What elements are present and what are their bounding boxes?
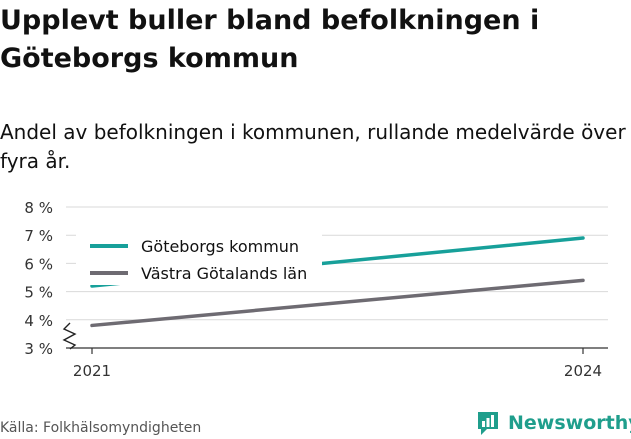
x-tick-label: 2024	[564, 362, 602, 380]
y-axis: 3 % 4 % 5 % 6 % 7 % 8 %	[24, 199, 53, 358]
newsworthy-logo-icon	[478, 412, 498, 435]
x-axis: 2021 2024	[73, 348, 602, 380]
line-chart: 3 % 4 % 5 % 6 % 7 % 8 % 2021 2024 Göteborgs ko…	[24, 199, 608, 380]
y-tick-label: 5 %	[24, 284, 53, 302]
y-tick-label: 7 %	[24, 227, 53, 245]
brand-name: Newsworthy	[508, 412, 631, 434]
y-tick-label: 4 %	[24, 312, 53, 330]
y-tick-label: 3 %	[24, 340, 53, 358]
axis-break-icon	[62, 322, 77, 350]
source-note: Källa: Folkhälsomyndigheten	[0, 420, 202, 436]
y-tick-label: 6 %	[24, 255, 53, 273]
y-tick-label: 8 %	[24, 199, 53, 217]
chart-title: Upplevt buller bland befolkningen i Göte…	[0, 5, 540, 74]
series-line	[90, 278, 585, 328]
legend-label: Göteborgs kommun	[141, 237, 299, 256]
chart-subtitle: Andel av befolkningen i kommunen, rullan…	[0, 120, 626, 173]
legend-label: Västra Götalands län	[141, 264, 307, 283]
legend: Göteborgs kommun Västra Götalands län	[76, 234, 322, 285]
x-tick-label: 2021	[73, 362, 111, 380]
brand-logo: Newsworthy	[476, 408, 631, 438]
